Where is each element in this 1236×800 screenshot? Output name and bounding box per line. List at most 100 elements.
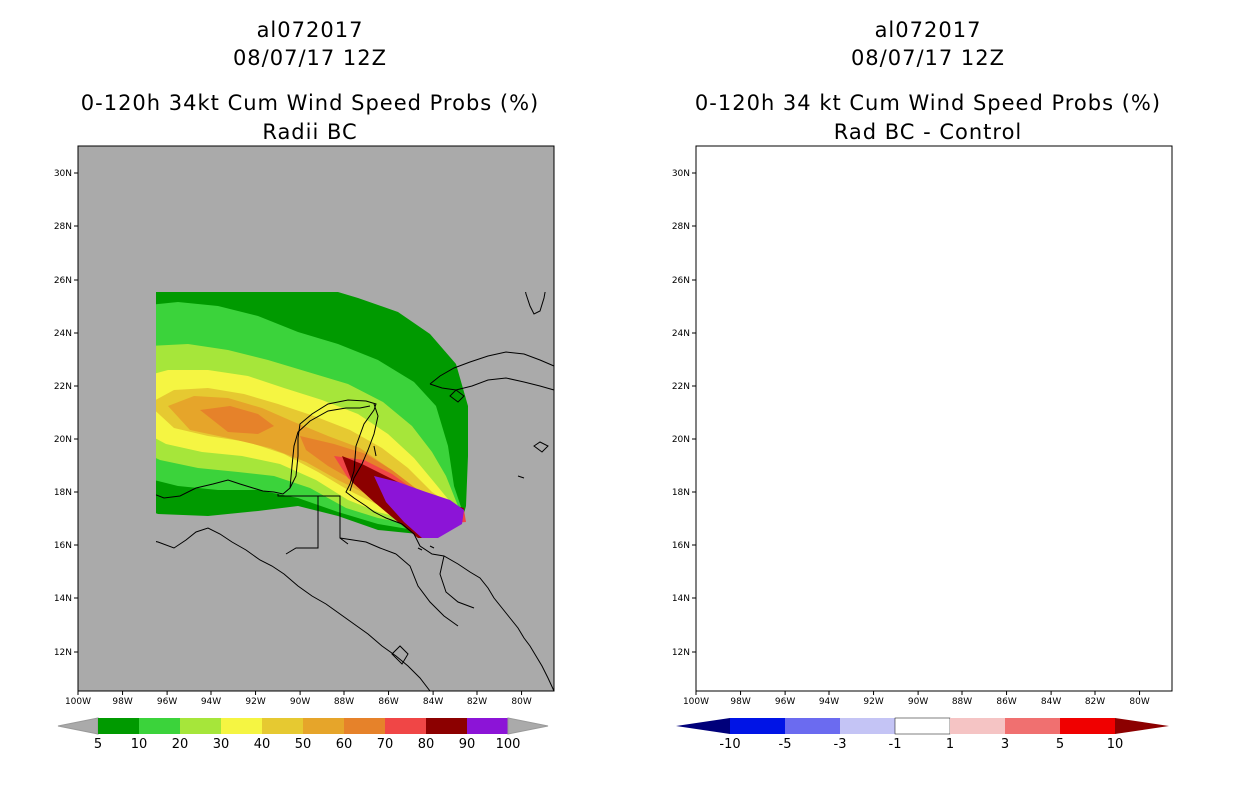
left-lon-label: 94W — [201, 697, 221, 707]
left-lat-label: 14N — [54, 594, 72, 604]
left-lon-label: 88W — [334, 697, 354, 707]
right-colorbar-label: -5 — [779, 737, 792, 752]
left-lat-label: 22N — [54, 382, 72, 392]
right-lat-label: 30N — [672, 169, 690, 179]
right-colorbar-label: 5 — [1056, 737, 1064, 752]
left-colorbar-high-arrow — [507, 717, 549, 735]
right-colorbar-swatch — [730, 718, 785, 734]
right-lon-label: 92W — [863, 697, 883, 707]
right-date: 08/07/17 12Z — [850, 46, 1006, 70]
left-lat-label: 30N — [54, 169, 72, 179]
left-lon-label: 90W — [290, 697, 310, 707]
right-lon-label: 82W — [1085, 697, 1105, 707]
left-lat-label: 18N — [54, 488, 72, 498]
right-lon-label: 100W — [683, 697, 709, 707]
left-lon-label: 96W — [157, 697, 177, 707]
right-map-frame — [695, 145, 1173, 692]
right-colorbar-swatch — [950, 718, 1005, 734]
right-colorbar-label: -10 — [719, 737, 740, 752]
left-probability-contours — [156, 292, 555, 692]
right-colorbar-label: 1 — [946, 737, 954, 752]
right-colorbar: -10 -5 -3 -1 1 3 5 10 — [676, 717, 1169, 752]
left-colorbar-swatch — [221, 718, 262, 734]
left-map — [77, 145, 555, 692]
right-lon-label: 80W — [1129, 697, 1149, 707]
right-title: 0-120h 34 kt Cum Wind Speed Probs (%) — [694, 91, 1162, 115]
right-lon-label: 94W — [819, 697, 839, 707]
right-lon-label: 96W — [775, 697, 795, 707]
left-storm-id: al072017 — [256, 18, 364, 42]
right-subtitle: Rad BC - Control — [833, 120, 1023, 144]
left-lat-label: 26N — [54, 276, 72, 286]
left-lon-label: 82W — [467, 697, 487, 707]
left-colorbar-swatch — [139, 718, 180, 734]
prob-90-contour — [374, 476, 464, 538]
right-lat-label: 28N — [672, 222, 690, 232]
left-lon-label: 84W — [423, 697, 443, 707]
left-lat-label: 20N — [54, 435, 72, 445]
right-lon-label: 86W — [996, 697, 1016, 707]
right-colorbar-swatch — [785, 718, 840, 734]
left-lat-label: 16N — [54, 541, 72, 551]
left-lon-label: 100W — [65, 697, 91, 707]
left-title: 0-120h 34kt Cum Wind Speed Probs (%) — [80, 91, 540, 115]
left-colorbar-label: 80 — [418, 737, 435, 752]
right-colorbar-swatch — [894, 717, 951, 735]
right-lat-label: 20N — [672, 435, 690, 445]
left-colorbar-label: 100 — [496, 737, 521, 752]
left-map-frame — [77, 145, 555, 692]
right-colorbar-label: 3 — [1001, 737, 1009, 752]
left-colorbar-label: 50 — [295, 737, 312, 752]
right-lat-label: 16N — [672, 541, 690, 551]
right-map — [695, 145, 1173, 692]
left-lat-label: 24N — [54, 329, 72, 339]
left-colorbar-low-arrow — [57, 717, 99, 735]
right-colorbar-low-arrow — [676, 718, 730, 734]
right-lat-label: 18N — [672, 488, 690, 498]
right-lon-label: 90W — [908, 697, 928, 707]
left-lon-label: 98W — [112, 697, 132, 707]
right-colorbar-swatch — [840, 718, 895, 734]
right-colorbar-swatch — [1060, 718, 1115, 734]
right-lat-label: 22N — [672, 382, 690, 392]
left-colorbar-label: 60 — [336, 737, 353, 752]
left-colorbar-swatch — [344, 718, 385, 734]
right-colorbar-label: 10 — [1107, 737, 1124, 752]
left-colorbar-swatch — [426, 718, 467, 734]
right-lat-label: 24N — [672, 329, 690, 339]
left-colorbar-swatch — [98, 718, 139, 734]
left-colorbar-swatch — [180, 718, 221, 734]
left-colorbar-label: 5 — [94, 737, 102, 752]
left-lon-label: 86W — [378, 697, 398, 707]
right-map-background — [696, 146, 1172, 691]
left-colorbar-swatch — [262, 718, 303, 734]
right-lat-label: 14N — [672, 594, 690, 604]
right-storm-id: al072017 — [874, 18, 982, 42]
left-subtitle: Radii BC — [262, 120, 358, 144]
right-lon-label: 88W — [952, 697, 972, 707]
left-lon-label: 80W — [511, 697, 531, 707]
right-axes: 100W 98W 96W 94W 92W 90W 88W 86W 84W 82W 80W 30N 28N… — [672, 169, 1150, 707]
left-colorbar-swatch — [303, 718, 344, 734]
left-lat-label: 28N — [54, 222, 72, 232]
right-lon-label: 98W — [730, 697, 750, 707]
left-date: 08/07/17 12Z — [232, 46, 388, 70]
right-lon-label: 84W — [1041, 697, 1061, 707]
left-lon-label: 92W — [245, 697, 265, 707]
left-colorbar: 5 10 20 30 40 50 60 70 80 90 100 — [57, 717, 549, 752]
right-colorbar-label: -1 — [889, 737, 902, 752]
left-colorbar-label: 10 — [131, 737, 148, 752]
right-lat-label: 26N — [672, 276, 690, 286]
right-colorbar-label: -3 — [834, 737, 847, 752]
right-colorbar-swatch — [1005, 718, 1060, 734]
right-colorbar-high-arrow — [1115, 718, 1169, 734]
left-colorbar-label: 70 — [377, 737, 394, 752]
left-colorbar-swatch — [467, 718, 508, 734]
left-colorbar-label: 20 — [172, 737, 189, 752]
left-colorbar-label: 30 — [213, 737, 230, 752]
left-colorbar-swatch — [385, 718, 426, 734]
left-colorbar-label: 40 — [254, 737, 271, 752]
right-lat-label: 12N — [672, 648, 690, 658]
left-colorbar-label: 90 — [459, 737, 476, 752]
